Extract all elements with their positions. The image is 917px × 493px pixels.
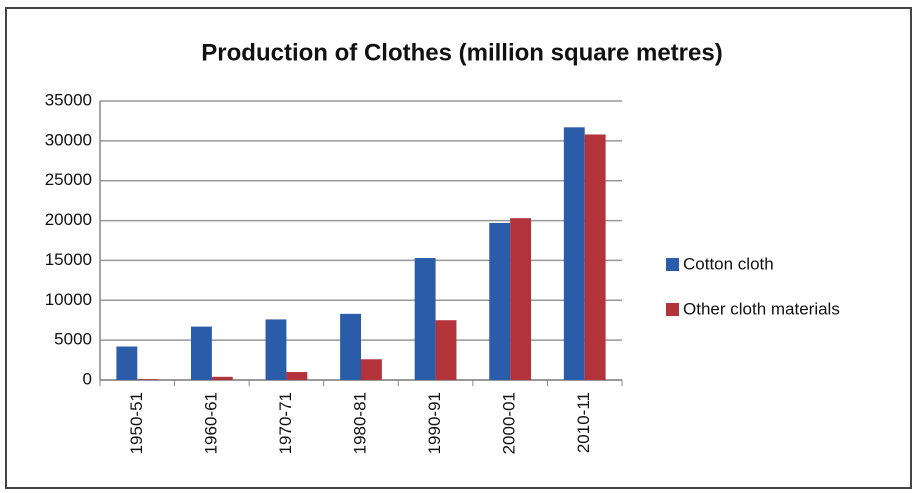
- x-tick-label: 2000-01: [500, 392, 519, 454]
- bar: [361, 359, 382, 380]
- bar: [584, 134, 606, 380]
- y-tick-label: 0: [83, 369, 92, 388]
- x-tick-label: 1970-71: [276, 392, 295, 454]
- bar: [435, 320, 457, 380]
- bar: [340, 313, 361, 380]
- bar: [211, 376, 233, 380]
- x-tick-label: 2010-11: [574, 392, 593, 453]
- legend-label: Cotton cloth: [683, 254, 774, 273]
- legend-label: Other cloth materials: [683, 299, 840, 318]
- bar: [286, 372, 308, 380]
- bar: [190, 326, 212, 380]
- y-tick-label: 15000: [45, 250, 92, 269]
- x-tick-label: 1990-91: [425, 392, 444, 454]
- legend-swatch: [666, 303, 679, 316]
- y-tick-label: 5000: [54, 330, 92, 349]
- x-tick-label: 1950-51: [127, 392, 146, 454]
- y-tick-label: 35000: [45, 90, 92, 109]
- chart-title: Production of Clothes (million square me…: [201, 39, 722, 66]
- y-tick-label: 20000: [45, 210, 92, 229]
- bar: [116, 346, 138, 380]
- legend-swatch: [666, 258, 679, 271]
- bar: [265, 319, 287, 380]
- y-tick-label: 25000: [45, 170, 92, 189]
- bar: [563, 127, 585, 380]
- bar: [137, 379, 159, 380]
- y-tick-label: 10000: [45, 290, 92, 309]
- x-tick-label: 1980-81: [350, 392, 369, 454]
- chart-frame: [5, 7, 912, 489]
- bar: [414, 258, 436, 380]
- x-tick-label: 1960-61: [201, 392, 220, 454]
- bar: [510, 218, 532, 380]
- y-tick-label: 30000: [45, 130, 92, 149]
- bar: [489, 222, 511, 380]
